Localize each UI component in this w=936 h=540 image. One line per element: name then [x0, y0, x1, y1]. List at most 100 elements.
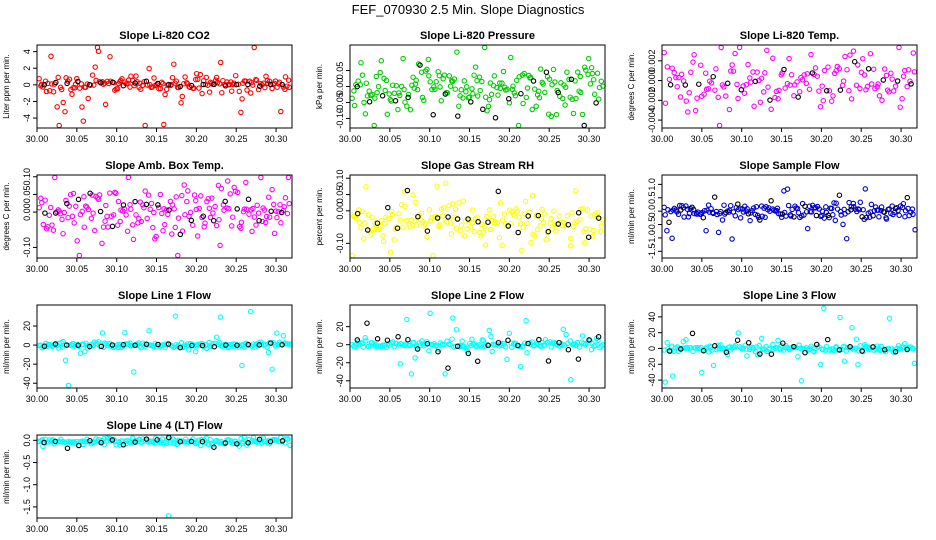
- data-point: [162, 91, 168, 98]
- data-point: [470, 91, 476, 97]
- data-point: [831, 200, 837, 206]
- data-point: [36, 75, 42, 82]
- data-point: [404, 316, 410, 323]
- data-point: [764, 47, 770, 54]
- data-point: [489, 348, 495, 355]
- data-point: [894, 345, 900, 352]
- data-point: [715, 342, 721, 348]
- data-point: [590, 76, 597, 83]
- x-tick-label: 30.30: [265, 524, 288, 534]
- data-point: [819, 83, 825, 89]
- data-point: [285, 436, 291, 442]
- data-point: [107, 190, 113, 196]
- data-point: [216, 81, 223, 87]
- highlight-point: [892, 205, 899, 212]
- highlight-point: [475, 219, 481, 225]
- data-point: [141, 78, 147, 85]
- data-point: [388, 208, 395, 215]
- data-point: [113, 190, 119, 197]
- data-point: [538, 216, 545, 222]
- highlight-point: [97, 208, 104, 215]
- data-point: [138, 218, 145, 225]
- data-point: [401, 188, 408, 195]
- panel-title: Slope Line 2 Flow: [431, 290, 524, 302]
- data-point: [741, 90, 748, 96]
- data-point: [165, 513, 172, 519]
- data-point: [426, 207, 433, 213]
- data-point: [161, 121, 167, 128]
- highlight-point: [667, 82, 674, 88]
- highlight-point: [485, 342, 491, 349]
- data-point: [840, 78, 847, 84]
- x-tick-label: 30.00: [26, 524, 49, 534]
- data-point: [376, 226, 382, 233]
- data-point: [847, 52, 853, 58]
- data-point: [814, 344, 821, 350]
- data-point: [664, 64, 671, 70]
- data-point: [499, 80, 505, 86]
- highlight-point: [536, 336, 542, 343]
- y-tick-label: -1.0: [647, 230, 657, 246]
- data-point: [38, 195, 44, 202]
- highlight-point: [506, 96, 512, 102]
- data-point: [426, 73, 432, 79]
- data-point: [419, 338, 425, 344]
- x-tick-label: 30.00: [26, 264, 49, 274]
- data-point: [703, 227, 709, 234]
- data-point: [770, 55, 776, 62]
- data-point: [732, 213, 739, 219]
- data-point: [825, 64, 831, 70]
- data-point: [453, 225, 460, 231]
- highlight-point: [268, 208, 274, 215]
- x-tick-label: 30.20: [185, 524, 208, 534]
- y-tick-label: 0.00: [335, 202, 345, 220]
- highlight-point: [752, 78, 759, 85]
- data-point: [510, 83, 516, 89]
- data-point: [410, 192, 416, 198]
- highlight-point: [177, 83, 183, 90]
- data-point: [253, 76, 259, 83]
- data-point: [688, 69, 694, 76]
- highlight-point: [63, 342, 70, 348]
- data-point: [362, 220, 368, 226]
- x-tick-label: 30.20: [498, 394, 521, 404]
- data-point: [581, 64, 588, 70]
- y-tick-label: 0: [335, 342, 345, 347]
- x-tick-label: 30.00: [651, 264, 674, 274]
- highlight-point: [535, 212, 542, 219]
- data-point: [133, 73, 139, 79]
- highlight-point: [515, 229, 521, 236]
- data-point: [133, 212, 139, 218]
- data-point: [356, 219, 363, 226]
- highlight-point: [354, 210, 361, 217]
- y-axis-label: ml/min per min.: [627, 319, 636, 374]
- x-tick-label: 30.15: [458, 394, 481, 404]
- data-point: [540, 219, 547, 226]
- panel-title: Slope Li-820 CO2: [119, 30, 209, 42]
- data-point: [910, 346, 917, 352]
- highlight-point: [120, 202, 127, 208]
- data-point: [436, 223, 442, 230]
- x-tick-label: 30.10: [418, 264, 441, 274]
- data-point: [801, 72, 807, 78]
- highlight-point: [712, 343, 718, 349]
- data-point: [436, 72, 443, 79]
- x-tick-label: 30.25: [538, 394, 561, 404]
- data-point: [425, 56, 432, 63]
- x-tick-label: 30.10: [730, 134, 753, 144]
- data-point: [721, 202, 727, 208]
- data-point: [784, 186, 791, 192]
- data-point: [112, 87, 118, 93]
- data-point: [382, 220, 388, 227]
- x-tick-label: 30.25: [850, 264, 873, 274]
- data-point: [142, 122, 148, 129]
- data-point: [463, 84, 470, 90]
- data-point: [828, 98, 835, 104]
- data-point: [566, 76, 572, 83]
- data-point: [147, 206, 153, 213]
- x-tick-label: 30.00: [339, 264, 362, 274]
- highlight-point: [666, 348, 673, 354]
- data-point: [794, 79, 800, 85]
- highlight-point: [385, 204, 391, 211]
- highlight-point: [424, 340, 431, 347]
